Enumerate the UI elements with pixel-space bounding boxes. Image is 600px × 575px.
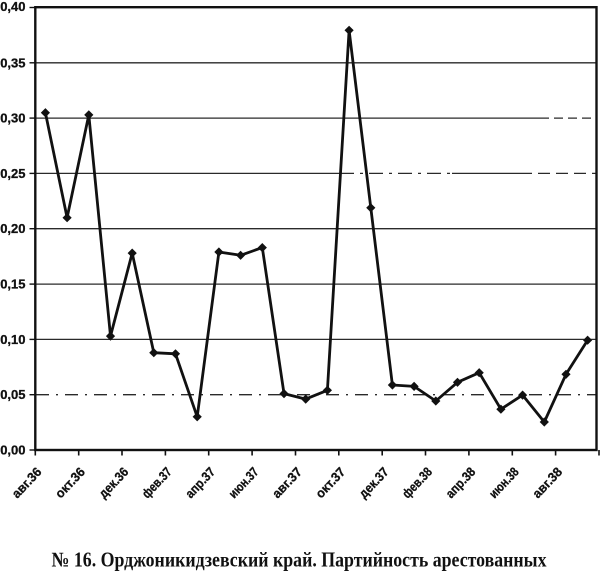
svg-text:0,05: 0,05 — [0, 387, 25, 402]
svg-text:0,10: 0,10 — [0, 332, 25, 347]
svg-text:№ 16. Орджоникидзевский край.: № 16. Орджоникидзевский край. Партийност… — [52, 548, 547, 572]
svg-text:0,15: 0,15 — [0, 277, 25, 292]
svg-text:0,00: 0,00 — [0, 443, 25, 458]
svg-text:0,40: 0,40 — [0, 0, 25, 14]
svg-text:0,35: 0,35 — [0, 55, 25, 70]
svg-text:0,25: 0,25 — [0, 166, 25, 181]
svg-text:0,30: 0,30 — [0, 111, 25, 126]
svg-text:0,20: 0,20 — [0, 221, 25, 236]
